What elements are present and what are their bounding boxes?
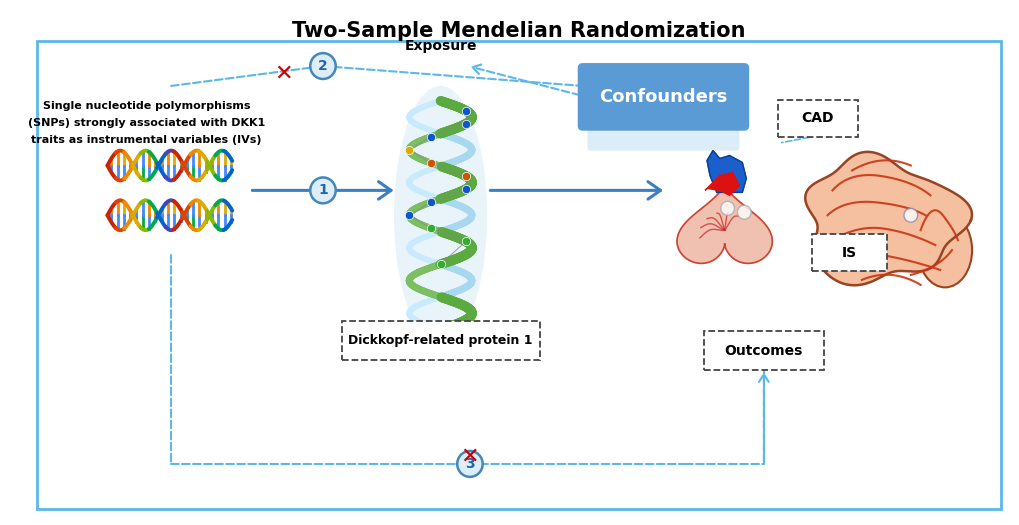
Text: Dickkopf-related protein 1: Dickkopf-related protein 1 — [347, 334, 532, 347]
Text: CAD: CAD — [801, 111, 834, 125]
Text: Outcomes: Outcomes — [723, 343, 802, 358]
FancyBboxPatch shape — [703, 331, 822, 371]
Text: ✕: ✕ — [274, 64, 292, 84]
Circle shape — [737, 205, 750, 219]
FancyBboxPatch shape — [341, 321, 539, 361]
Bar — [37, 41, 1000, 509]
Text: Exposure: Exposure — [404, 39, 476, 53]
Text: traits as instrumental variables (IVs): traits as instrumental variables (IVs) — [32, 134, 262, 145]
Text: IS: IS — [842, 246, 856, 259]
Text: ✕: ✕ — [461, 447, 479, 467]
Circle shape — [310, 177, 335, 203]
Ellipse shape — [917, 213, 971, 287]
Circle shape — [720, 201, 734, 215]
Circle shape — [310, 53, 335, 79]
Text: Confounders: Confounders — [599, 88, 727, 106]
Circle shape — [457, 451, 482, 477]
Text: 3: 3 — [465, 457, 474, 471]
FancyBboxPatch shape — [587, 127, 739, 151]
FancyBboxPatch shape — [776, 100, 857, 136]
Text: Single nucleotide polymorphisms: Single nucleotide polymorphisms — [43, 101, 250, 111]
Text: (SNPs) strongly associated with DKK1: (SNPs) strongly associated with DKK1 — [28, 118, 265, 128]
Text: 1: 1 — [318, 183, 327, 197]
Circle shape — [903, 208, 917, 222]
Polygon shape — [706, 151, 746, 192]
FancyBboxPatch shape — [577, 63, 748, 131]
Ellipse shape — [393, 86, 487, 344]
Polygon shape — [804, 152, 971, 285]
FancyBboxPatch shape — [811, 234, 887, 271]
Polygon shape — [677, 183, 771, 264]
Polygon shape — [704, 173, 739, 195]
Text: Two-Sample Mendelian Randomization: Two-Sample Mendelian Randomization — [291, 22, 745, 41]
Text: 2: 2 — [318, 59, 327, 73]
